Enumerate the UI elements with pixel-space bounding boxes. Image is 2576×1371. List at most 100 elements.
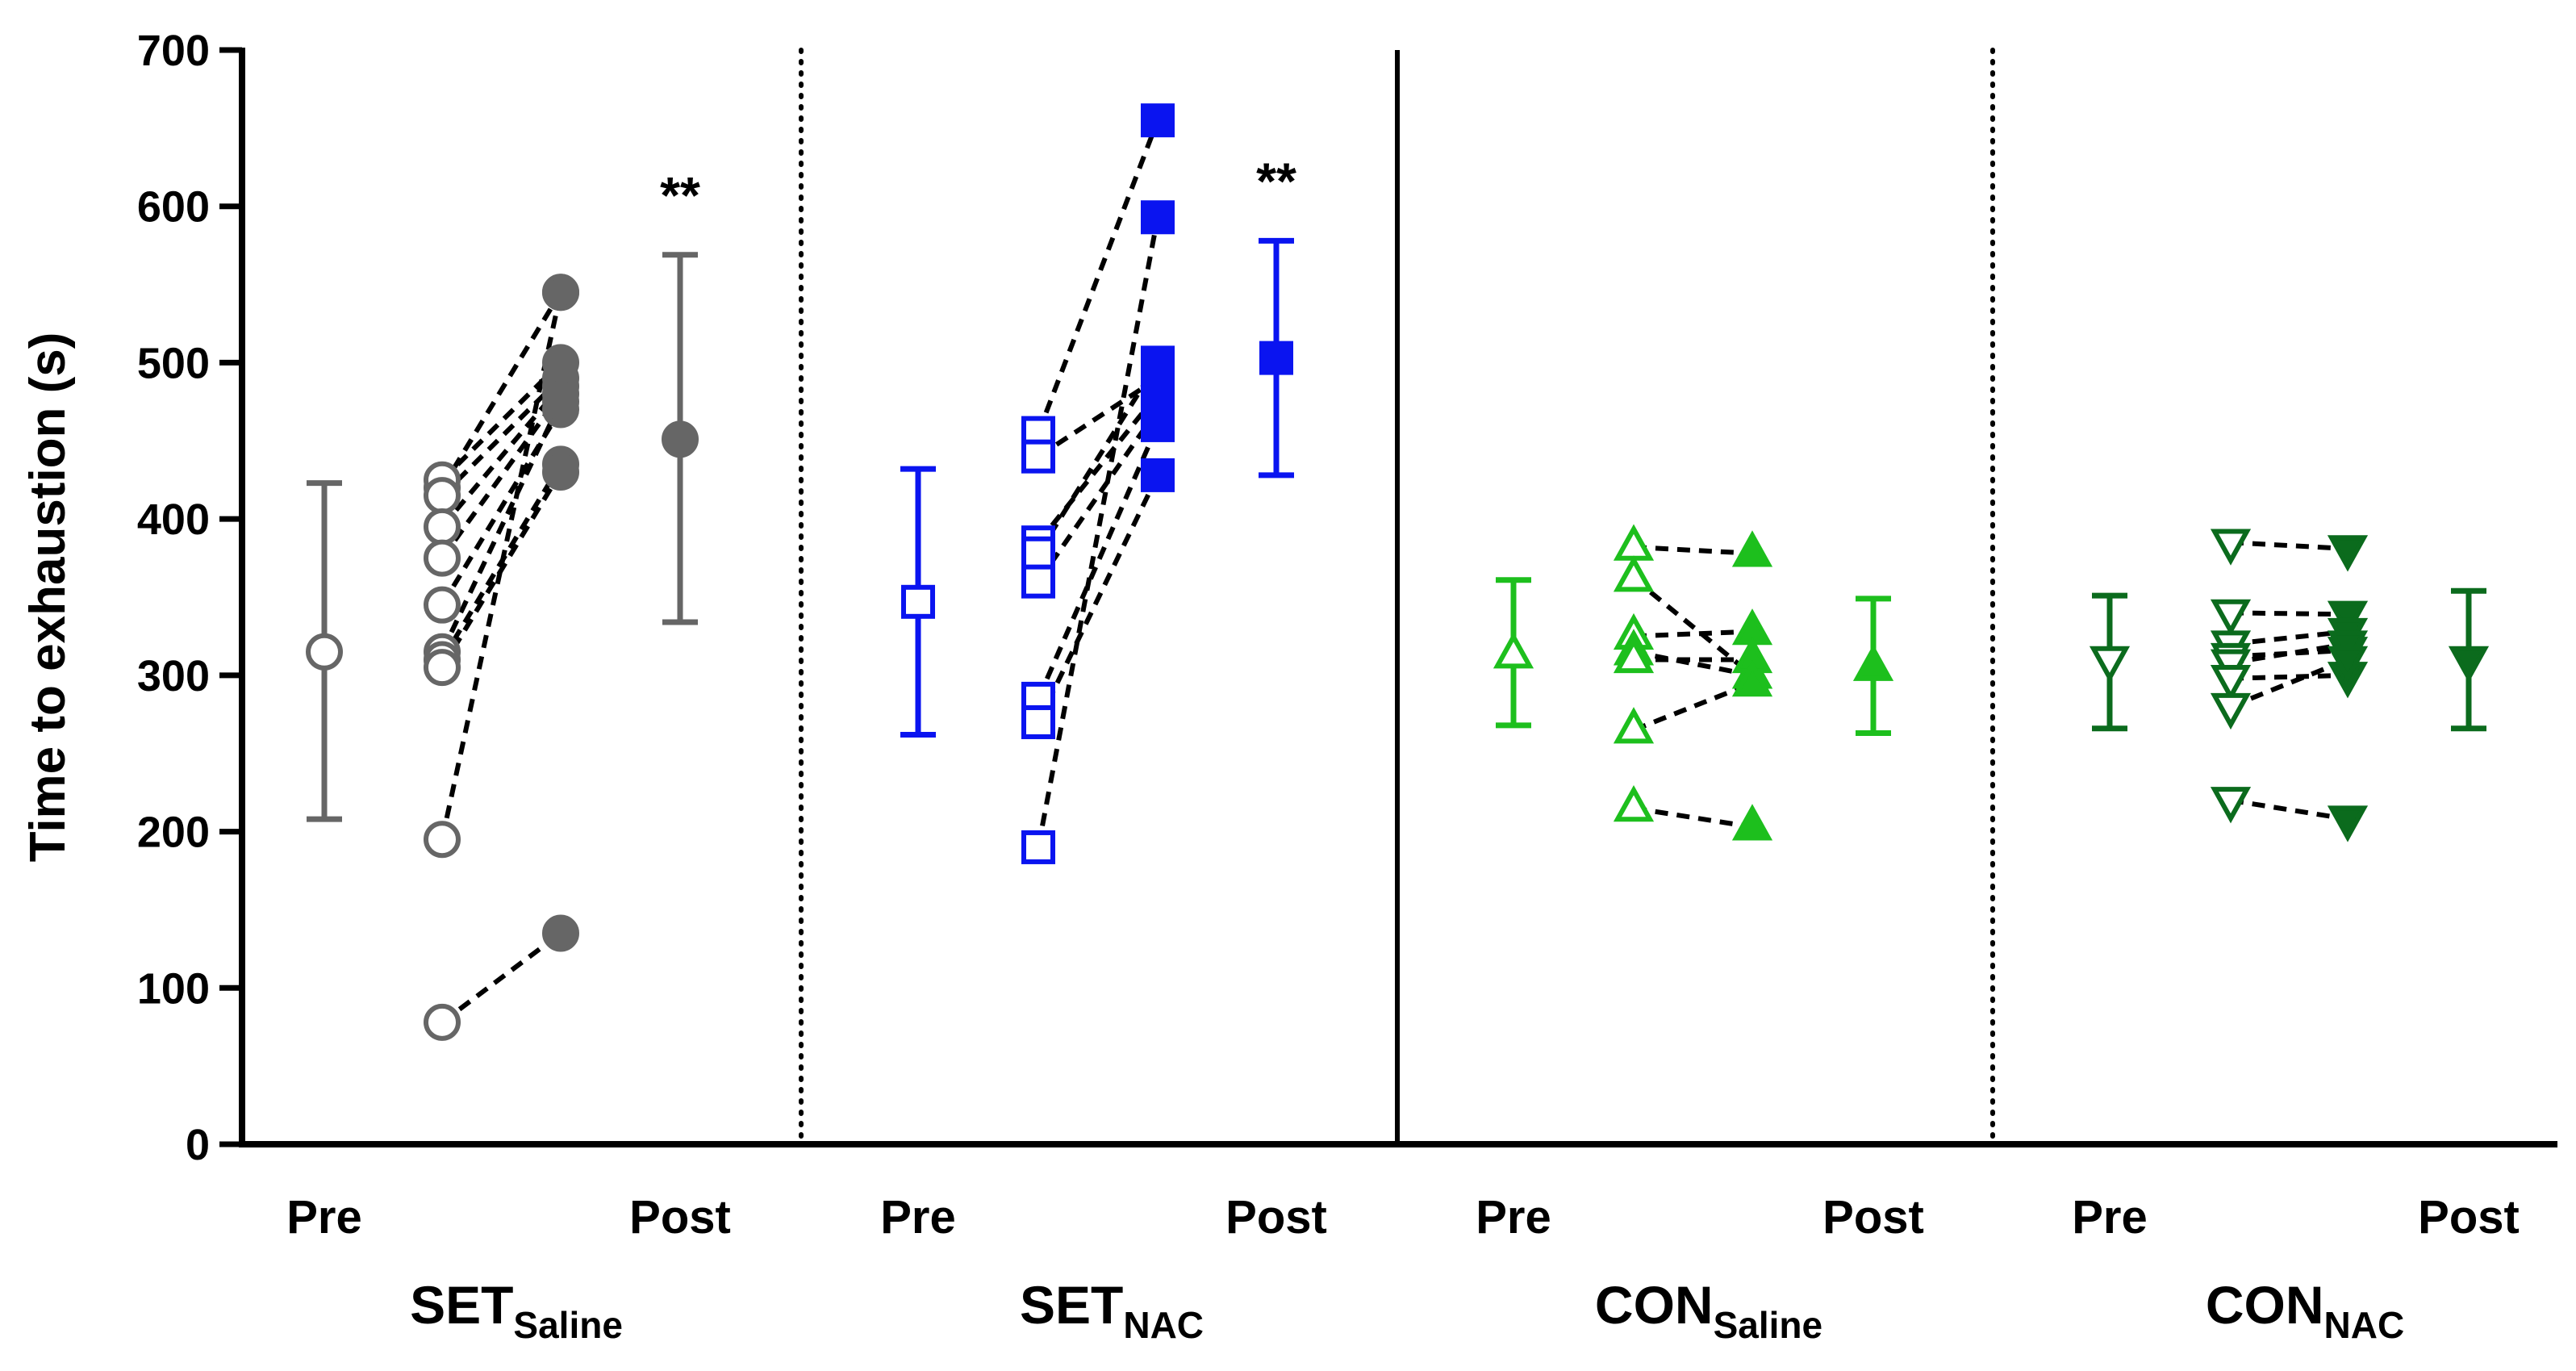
group-label-main: CON: [2206, 1275, 2324, 1335]
y-tick-label: 100: [137, 964, 210, 1013]
set-saline-pre-point: [424, 1003, 461, 1041]
y-tick-label: 700: [137, 27, 210, 75]
y-tick-label: 600: [137, 183, 210, 232]
set-saline-pre-point: [424, 508, 461, 545]
set-saline-pair-line: [440, 376, 563, 498]
set-nac-post-point: [1141, 458, 1175, 492]
set-saline-pair-line: [440, 291, 563, 840]
group-label-sub: NAC: [1123, 1304, 1204, 1346]
set-nac-post-point: [1141, 200, 1175, 235]
set-saline-post-point: [542, 382, 579, 420]
data-points-layer: [306, 103, 2490, 1041]
con-saline-pre-point: [1613, 636, 1655, 674]
con-nac-pair-line: [2230, 540, 2348, 551]
y-tick-label: 500: [137, 339, 210, 387]
con-nac-pair-line: [2230, 647, 2348, 659]
set-nac-pre-point: [1021, 536, 1055, 571]
set-nac-pair-line: [1036, 392, 1160, 545]
set-nac-pair-line: [1036, 119, 1160, 434]
con-saline-pair-line: [1633, 545, 1753, 556]
con-nac-group-label: CONNAC: [2206, 1275, 2404, 1346]
con-saline-pre-point: [1613, 707, 1655, 744]
con-nac-pre-point: [2210, 665, 2252, 702]
set-saline-pre-mean-marker: [306, 633, 343, 671]
set-nac-post-point: [1141, 345, 1175, 380]
set-saline-significance: **: [660, 166, 700, 224]
group-label-main: CON: [1595, 1275, 1714, 1335]
con-nac-pair-line: [2230, 672, 2348, 681]
set-saline-pre-point: [424, 586, 461, 624]
con-nac-pre-point: [2210, 529, 2252, 566]
set-saline-pre-point: [424, 821, 461, 859]
set-saline-post-label: Post: [629, 1191, 731, 1244]
con-nac-pre-mean-marker: [2089, 646, 2131, 683]
con-saline-post-point: [1731, 804, 1773, 841]
y-tick-label: 300: [137, 652, 210, 700]
set-saline-post-mean-marker: [662, 420, 699, 458]
set-nac-pre-mean-marker: [901, 584, 935, 619]
group-label-sub: Saline: [1714, 1304, 1823, 1346]
set-saline-pre-point: [424, 539, 461, 577]
y-axis: 0 100 200 300 400 500 600 700 Time to exhaustion…: [20, 27, 2557, 1169]
con-saline-pre-label: Pre: [1476, 1191, 1551, 1244]
con-saline-pre-point: [1613, 785, 1655, 822]
con-nac-post-point: [2327, 535, 2369, 572]
set-saline-pair-line: [440, 392, 563, 560]
con-nac-pre-point: [2210, 787, 2252, 824]
set-nac-pair-line: [1036, 424, 1160, 700]
set-saline-pair-line: [440, 470, 563, 669]
con-saline-post-label: Post: [1822, 1191, 1924, 1244]
pair-lines-layer: [440, 119, 2349, 1025]
set-saline-pair-line: [440, 408, 563, 607]
set-saline-post-point: [542, 454, 579, 491]
con-nac-pair-line: [2230, 797, 2348, 822]
set-nac-pre-point: [1021, 564, 1055, 599]
con-nac-post-point: [2327, 805, 2369, 842]
set-saline-pair-line: [440, 400, 563, 654]
y-axis-title: Time to exhaustion (s): [20, 332, 76, 863]
con-nac-pre-point: [2210, 599, 2252, 636]
con-nac-post-point: [2327, 646, 2369, 683]
set-saline-pre-point: [424, 477, 461, 515]
group-label-main: SET: [410, 1275, 513, 1335]
set-saline-pair-line: [440, 931, 562, 1025]
con-saline-post-mean-marker: [1852, 644, 1894, 681]
set-nac-pre-point: [1021, 830, 1055, 864]
con-nac-pair-line: [2230, 629, 2348, 647]
con-nac-post-label: Post: [2418, 1191, 2520, 1244]
con-saline-post-point: [1731, 530, 1773, 567]
con-nac-pre-label: Pre: [2072, 1191, 2148, 1244]
con-saline-group-label: CONSaline: [1595, 1275, 1822, 1346]
set-nac-post-mean-marker: [1259, 341, 1293, 375]
set-saline-post-point: [542, 274, 579, 311]
set-nac-pair-line: [1036, 216, 1160, 848]
group-label-main: SET: [1020, 1275, 1123, 1335]
set-nac-post-point: [1141, 408, 1175, 442]
con-nac-post-point: [2327, 600, 2369, 637]
set-saline-pre-label: Pre: [286, 1191, 362, 1244]
set-nac-post-point: [1141, 103, 1175, 138]
con-saline-pre-point: [1613, 524, 1655, 561]
set-nac-pair-line: [1036, 408, 1160, 583]
con-saline-post-point: [1731, 660, 1773, 697]
set-nac-pre-label: Pre: [880, 1191, 956, 1244]
set-nac-pair-line: [1036, 361, 1160, 555]
set-nac-pre-point: [1021, 439, 1055, 474]
y-tick-label: 200: [137, 809, 210, 857]
set-saline-pre-point: [424, 649, 461, 687]
set-nac-pair-line: [1037, 376, 1159, 459]
con-nac-post-mean-marker: [2448, 646, 2490, 683]
set-nac-significance: **: [1256, 152, 1296, 210]
y-tick-label: 0: [186, 1121, 210, 1169]
group-label-sub: NAC: [2324, 1304, 2405, 1346]
con-nac-pair-line: [2230, 610, 2348, 617]
y-tick-label: 400: [137, 495, 210, 544]
con-saline-pre-point: [1613, 555, 1655, 592]
dividers-layer: [799, 48, 1995, 1147]
group-label-sub: Saline: [513, 1304, 623, 1346]
con-saline-pair-line: [1633, 629, 1753, 639]
con-saline-pre-mean-marker: [1493, 632, 1534, 669]
set-saline-pair-line: [440, 291, 563, 489]
